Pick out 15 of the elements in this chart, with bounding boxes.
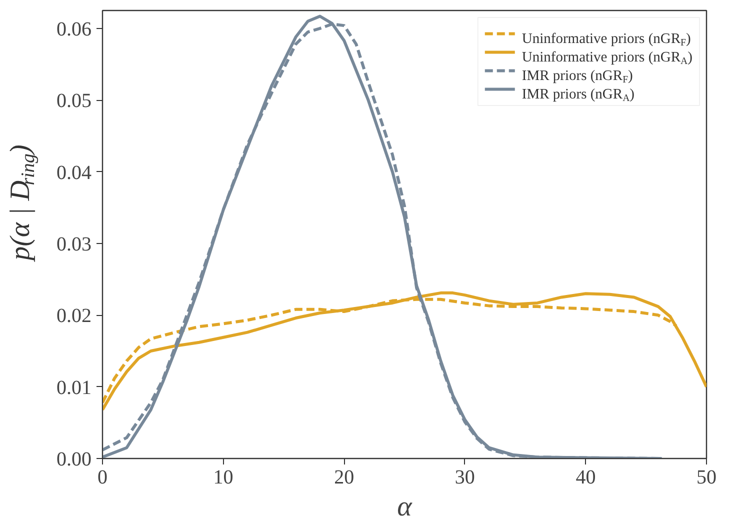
y-tick-label: 0.03 [56, 233, 92, 256]
y-tick-label: 0.01 [56, 376, 92, 399]
y-tick-label: 0.05 [56, 90, 92, 112]
x-tick-label: 0 [98, 466, 108, 488]
y-tick-label: 0.04 [56, 162, 92, 184]
x-tick-label: 30 [454, 466, 475, 488]
x-axis-title: α [397, 492, 414, 522]
y-tick-label: 0.00 [56, 448, 92, 470]
x-tick-label: 50 [696, 466, 716, 488]
x-tick-label: 40 [576, 466, 596, 488]
x-tick-label: 20 [334, 466, 354, 488]
y-tick-label: 0.06 [56, 18, 92, 40]
y-tick-label: 0.02 [56, 305, 92, 328]
x-tick-label: 10 [213, 466, 234, 488]
line-series [102, 291, 706, 412]
